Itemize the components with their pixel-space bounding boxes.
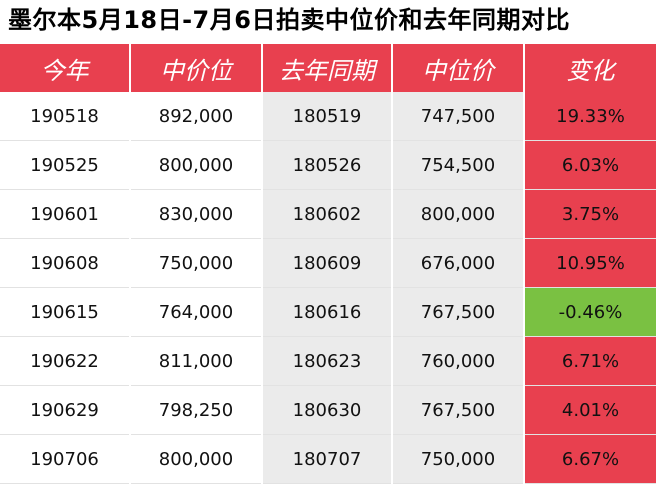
table-row: 190601 830,000 180602 800,000 3.75% (0, 189, 656, 239)
cell-last-median: 747,500 (392, 92, 525, 141)
header-this-year: 今年 (0, 44, 131, 92)
cell-this-year: 190601 (0, 189, 131, 239)
cell-last-year: 180707 (262, 434, 393, 484)
cell-change: 6.03% (524, 140, 656, 190)
cell-last-year: 180519 (262, 92, 393, 141)
cell-change: -0.46% (524, 287, 656, 337)
header-change: 变化 (524, 44, 656, 92)
table-row: 190629 798,250 180630 767,500 4.01% (0, 385, 656, 435)
cell-this-year: 190615 (0, 287, 131, 337)
cell-this-year: 190622 (0, 336, 131, 386)
cell-median: 800,000 (130, 140, 263, 190)
header-median: 中价位 (130, 44, 263, 92)
cell-last-median: 750,000 (392, 434, 525, 484)
auction-median-table: 今年 中价位 去年同期 中位价 变化 190518 892,000 180519… (0, 44, 656, 484)
cell-change: 4.01% (524, 385, 656, 435)
cell-last-median: 760,000 (392, 336, 525, 386)
cell-last-median: 754,500 (392, 140, 525, 190)
table-row: 190518 892,000 180519 747,500 19.33% (0, 92, 656, 141)
cell-median: 811,000 (130, 336, 263, 386)
cell-this-year: 190629 (0, 385, 131, 435)
cell-median: 798,250 (130, 385, 263, 435)
header-last-median: 中位价 (392, 44, 525, 92)
cell-change: 6.71% (524, 336, 656, 386)
cell-last-median: 767,500 (392, 287, 525, 337)
table-row: 190622 811,000 180623 760,000 6.71% (0, 336, 656, 386)
cell-change: 6.67% (524, 434, 656, 484)
table-row: 190525 800,000 180526 754,500 6.03% (0, 140, 656, 190)
header-last-year: 去年同期 (262, 44, 393, 92)
cell-last-year: 180609 (262, 238, 393, 288)
cell-last-median: 800,000 (392, 189, 525, 239)
cell-median: 750,000 (130, 238, 263, 288)
table-row: 190706 800,000 180707 750,000 6.67% (0, 434, 656, 484)
cell-last-year: 180616 (262, 287, 393, 337)
cell-median: 800,000 (130, 434, 263, 484)
cell-last-year: 180602 (262, 189, 393, 239)
cell-this-year: 190706 (0, 434, 131, 484)
cell-change: 19.33% (524, 92, 656, 141)
cell-last-year: 180630 (262, 385, 393, 435)
cell-last-year: 180526 (262, 140, 393, 190)
cell-change: 10.95% (524, 238, 656, 288)
cell-last-median: 676,000 (392, 238, 525, 288)
table-row: 190615 764,000 180616 767,500 -0.46% (0, 287, 656, 337)
table-header-row: 今年 中价位 去年同期 中位价 变化 (0, 44, 656, 92)
cell-last-year: 180623 (262, 336, 393, 386)
cell-this-year: 190525 (0, 140, 131, 190)
cell-median: 892,000 (130, 92, 263, 141)
page-title: 墨尔本5月18日-7月6日拍卖中位价和去年同期对比 (8, 6, 570, 34)
cell-median: 830,000 (130, 189, 263, 239)
cell-this-year: 190608 (0, 238, 131, 288)
cell-this-year: 190518 (0, 92, 131, 141)
table-row: 190608 750,000 180609 676,000 10.95% (0, 238, 656, 288)
cell-last-median: 767,500 (392, 385, 525, 435)
cell-median: 764,000 (130, 287, 263, 337)
cell-change: 3.75% (524, 189, 656, 239)
